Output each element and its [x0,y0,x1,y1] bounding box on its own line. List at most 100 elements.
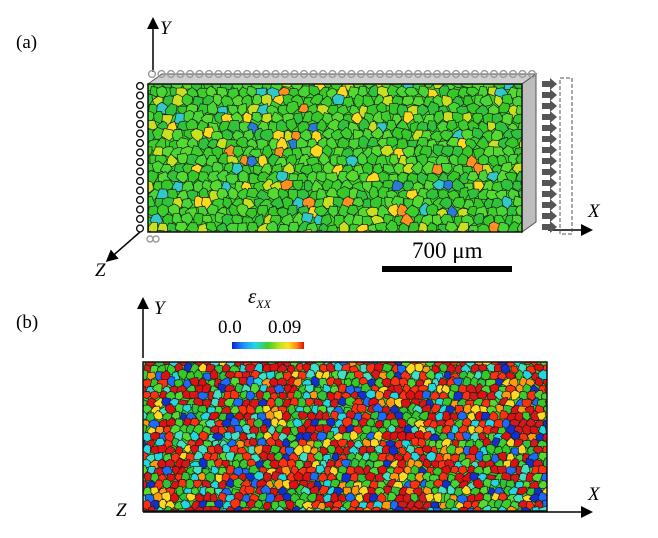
colorbar-min-label: 0.0 [218,317,242,338]
grain [151,383,163,393]
grain [383,231,388,232]
grain [274,235,284,245]
grain [132,494,142,503]
grain [130,465,139,475]
grain [435,439,445,449]
roller-support-top [404,69,413,79]
grain [350,513,359,522]
load-arrow [542,100,557,112]
slab-front-border [147,83,523,233]
grain [317,516,328,524]
grain [251,112,264,123]
grain [368,493,379,503]
grain [345,505,356,511]
roller-support-left [135,148,145,157]
roller-support-top [337,69,347,79]
roller-support-top [309,69,318,79]
grain [479,94,494,107]
grain [241,494,251,504]
roller-support-top [499,69,508,79]
grain [312,513,321,523]
grain [149,390,160,401]
colorbar-title: εXX [248,284,271,312]
grain [143,436,144,439]
grain [285,433,298,443]
grain [336,438,348,448]
grain [222,196,233,210]
grain [129,356,139,367]
scale-bar-label: 700 μm [412,238,483,263]
grain [351,485,361,497]
load-arrow [542,133,557,145]
grain [269,444,281,455]
grain [427,120,437,133]
grain [231,514,240,523]
grain [180,459,191,469]
roller-support-top [280,69,290,79]
grain [325,224,339,232]
grain [166,153,179,167]
grain [424,515,433,524]
colorbar [232,342,304,349]
grain [160,128,176,142]
grain [225,173,239,185]
grain [449,362,460,366]
grain [130,439,140,450]
load-arrow [542,89,557,101]
grain [225,477,236,489]
roller-support-top [242,69,252,79]
grain [162,84,173,89]
grain [528,515,536,525]
roller-support-top [489,69,499,79]
grain [177,479,188,489]
grain [357,390,368,402]
grain [237,102,248,117]
panel-b-axes [137,297,593,518]
grain [345,155,359,167]
grain [285,513,294,523]
grain [472,514,481,523]
grain [285,100,299,115]
grain [506,505,517,511]
grain [309,471,320,481]
roller-support-left [135,157,145,167]
grain [486,171,500,183]
grain [380,430,393,441]
grain [370,410,380,420]
colorbar-symbol: ε [248,284,257,308]
grain [231,84,245,92]
grain [212,93,224,107]
grain [211,432,225,441]
grain [247,221,260,232]
grain [431,403,442,414]
grain [511,515,520,523]
grain [244,485,255,495]
grain [269,214,282,227]
grain [143,476,144,479]
grain [533,363,546,372]
grain [230,430,241,441]
grain [235,136,250,148]
grain [132,370,141,380]
grain [387,203,401,218]
grain [463,513,473,523]
grain [217,492,228,503]
grain [526,390,538,402]
grain [445,444,458,455]
grain [223,161,235,174]
roller-support-top [508,69,518,79]
grain [546,498,547,502]
grain [516,222,522,232]
panel-b-z-label: Z [116,500,127,521]
roller-support-top [271,69,280,79]
load-arrow [542,111,557,123]
grain [391,179,404,192]
roller-support-left [135,129,145,138]
grain [542,432,547,442]
grain [381,377,392,388]
roller-support-top [166,69,176,79]
grain [482,504,492,511]
grain [245,390,256,402]
grain [498,102,511,114]
grain [370,506,381,511]
